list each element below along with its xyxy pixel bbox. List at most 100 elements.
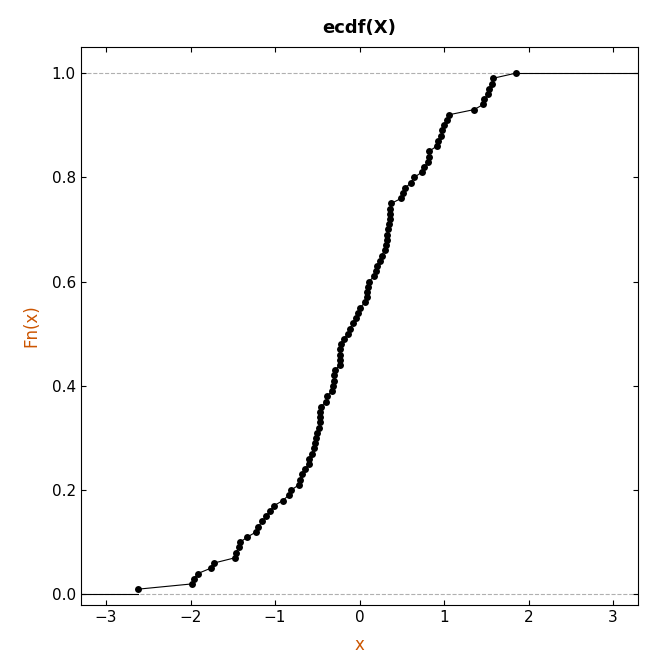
Point (376, 250, 387, 261)
Point (479, 94, 490, 105)
Point (381, 240, 392, 251)
Point (382, 235, 392, 245)
Point (335, 349, 345, 360)
Point (293, 480, 304, 491)
Point (297, 469, 308, 480)
Point (423, 151, 434, 162)
Point (335, 354, 345, 365)
Y-axis label: Fn(x): Fn(x) (22, 304, 40, 347)
Point (327, 386, 337, 396)
Point (329, 365, 340, 376)
Point (384, 203, 395, 214)
Point (312, 427, 323, 438)
Point (315, 401, 326, 412)
Point (396, 193, 407, 204)
Point (242, 532, 253, 542)
Point (384, 214, 395, 224)
Point (283, 490, 294, 501)
Point (353, 308, 364, 319)
Point (253, 521, 264, 532)
Point (423, 146, 434, 157)
Point (488, 73, 499, 84)
Point (431, 140, 442, 151)
Point (269, 501, 280, 511)
Point (383, 219, 394, 230)
Point (303, 454, 314, 464)
Point (436, 130, 447, 141)
Point (439, 120, 450, 130)
Point (487, 78, 497, 89)
Point (315, 407, 326, 417)
Point (189, 573, 200, 584)
Point (265, 505, 276, 516)
Point (286, 485, 296, 495)
Point (186, 579, 197, 589)
Point (362, 292, 372, 302)
Point (484, 83, 495, 94)
Point (362, 287, 373, 298)
Point (335, 344, 346, 355)
Point (437, 125, 448, 136)
Point (321, 396, 332, 407)
Point (386, 198, 396, 209)
Point (335, 339, 346, 349)
Point (251, 526, 261, 537)
Point (192, 568, 203, 579)
Point (382, 229, 392, 240)
Point (314, 417, 325, 428)
Point (371, 266, 382, 277)
Point (344, 323, 355, 334)
Point (469, 104, 480, 115)
Point (369, 271, 380, 282)
Point (334, 360, 345, 370)
Point (364, 276, 374, 287)
Point (442, 115, 452, 126)
Point (310, 433, 321, 444)
Point (208, 558, 219, 569)
Point (417, 167, 427, 177)
Point (308, 443, 319, 454)
Point (374, 255, 385, 266)
Point (257, 516, 267, 527)
Point (409, 172, 419, 183)
Point (306, 448, 317, 459)
Point (303, 459, 314, 470)
Point (329, 375, 339, 386)
Point (230, 547, 241, 558)
Title: ecdf(X): ecdf(X) (323, 19, 396, 37)
Point (379, 245, 390, 256)
Point (478, 99, 489, 110)
Point (343, 329, 353, 339)
Point (300, 464, 310, 474)
Point (400, 182, 411, 193)
Point (314, 422, 325, 433)
Point (295, 474, 306, 485)
Point (133, 584, 144, 595)
X-axis label: x: x (355, 636, 364, 654)
Point (322, 391, 333, 402)
Point (360, 297, 370, 308)
Point (398, 187, 409, 198)
Point (511, 68, 521, 79)
Point (372, 261, 382, 271)
Point (314, 412, 325, 423)
Point (234, 542, 245, 553)
Point (328, 380, 339, 391)
Point (235, 537, 245, 548)
Point (261, 511, 271, 521)
Point (205, 563, 216, 574)
Point (339, 333, 349, 344)
Point (351, 312, 362, 323)
Point (278, 495, 288, 506)
Point (382, 224, 393, 235)
Point (229, 552, 240, 563)
Point (309, 438, 320, 449)
Point (362, 282, 373, 292)
Point (483, 89, 494, 99)
Point (444, 110, 454, 120)
Point (406, 177, 417, 188)
Point (423, 157, 433, 167)
Point (348, 318, 359, 329)
Point (355, 302, 366, 313)
Point (419, 161, 430, 172)
